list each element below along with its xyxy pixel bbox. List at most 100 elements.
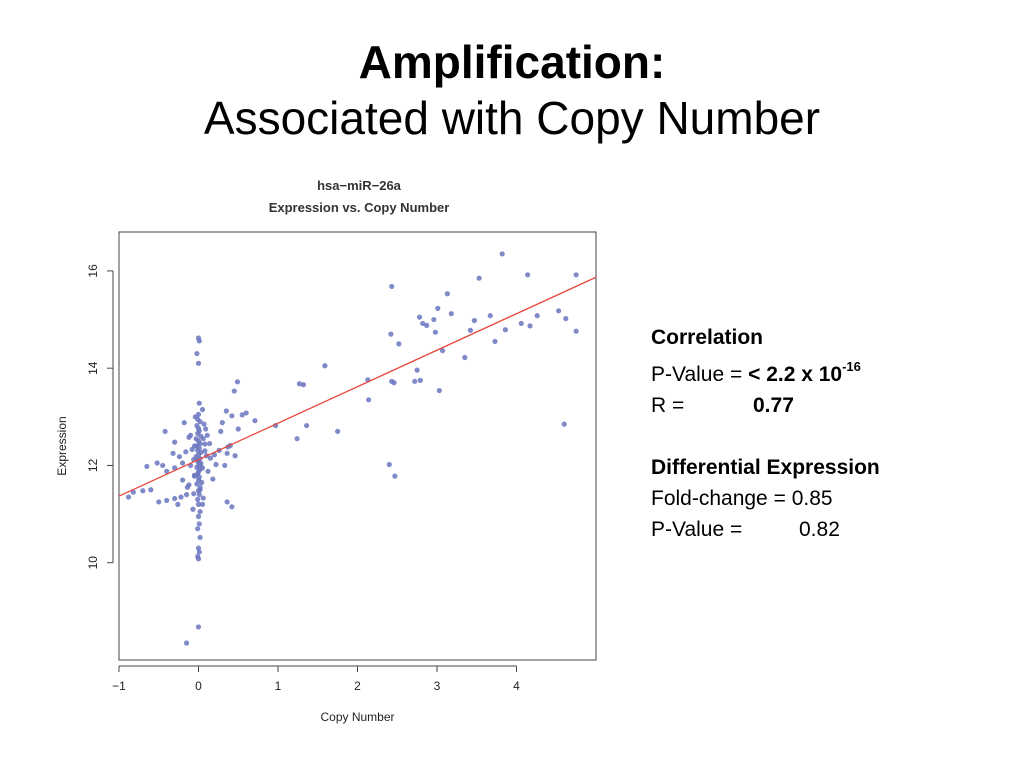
data-point [199, 465, 206, 471]
data-point [176, 454, 183, 460]
data-point [296, 381, 303, 387]
data-point [202, 441, 208, 447]
data-point [414, 367, 420, 373]
data-point [436, 387, 442, 394]
data-point [196, 549, 202, 555]
data-point [207, 455, 214, 461]
data-point [162, 428, 168, 435]
data-point [304, 422, 310, 429]
data-point [224, 450, 230, 456]
data-point [207, 440, 213, 447]
data-point [204, 432, 210, 438]
data-point [231, 388, 237, 394]
y-tick-label: 12 [86, 458, 100, 472]
data-point [432, 329, 439, 335]
regression-line [118, 276, 597, 497]
x-tick-label: −1 [112, 679, 126, 693]
data-point [195, 513, 202, 520]
data-point [222, 462, 228, 469]
data-point [195, 496, 201, 503]
correlation-r: R = 0.77 [651, 390, 880, 421]
data-point [125, 494, 132, 500]
data-point [213, 461, 219, 468]
data-point [573, 272, 579, 278]
data-point [195, 501, 202, 507]
data-point [172, 439, 178, 445]
data-point [435, 305, 441, 311]
data-point [180, 477, 186, 483]
data-point [471, 317, 477, 324]
data-point [224, 499, 230, 505]
data-point [195, 545, 202, 551]
data-point [499, 251, 505, 257]
data-point [392, 473, 398, 479]
data-point [195, 526, 201, 532]
data-point [199, 479, 205, 486]
data-point [448, 311, 454, 317]
data-point [191, 473, 198, 479]
data-point [229, 413, 235, 419]
data-point [525, 272, 531, 278]
data-point [197, 509, 203, 515]
slide-title: Amplification: Associated with Copy Numb… [0, 34, 1024, 146]
x-axis-label: Copy Number [320, 710, 394, 724]
data-point [148, 487, 154, 493]
data-point [366, 397, 372, 403]
data-point [156, 499, 162, 505]
data-point [178, 494, 184, 500]
data-point [184, 484, 190, 490]
data-point [412, 378, 418, 384]
chart-title: hsa−miR−26a [317, 178, 402, 193]
data-point [175, 501, 181, 507]
data-point [527, 323, 533, 329]
data-point [190, 506, 196, 512]
data-point [229, 504, 235, 510]
data-point [218, 428, 224, 435]
data-point [239, 412, 245, 418]
data-point [186, 434, 192, 440]
data-point [181, 420, 187, 426]
correlation-pvalue: P-Value = < 2.2 x 10-16 [651, 353, 880, 390]
data-point [563, 315, 569, 322]
data-point [194, 350, 200, 357]
chart-subtitle: Expression vs. Copy Number [269, 200, 450, 215]
data-point [462, 354, 468, 361]
data-point [203, 426, 209, 432]
data-point [223, 408, 229, 414]
data-point [196, 492, 202, 498]
data-point [294, 436, 300, 442]
data-point [386, 461, 392, 468]
data-point [197, 419, 203, 425]
data-point [194, 481, 200, 487]
data-point [210, 476, 216, 482]
data-point [130, 489, 136, 495]
data-point [154, 460, 160, 466]
data-point [144, 463, 150, 470]
data-point [197, 534, 203, 541]
x-tick-label: 2 [354, 679, 361, 693]
correlation-heading: Correlation [651, 326, 764, 349]
data-point [322, 363, 328, 369]
y-tick-label: 14 [86, 361, 100, 375]
data-point [232, 453, 238, 459]
y-tick-label: 10 [86, 556, 100, 570]
data-point [164, 497, 170, 504]
data-point [201, 421, 207, 427]
data-point [219, 420, 225, 426]
r-label: R = [651, 394, 685, 417]
data-point [140, 488, 146, 494]
data-point [502, 327, 508, 333]
data-point [195, 624, 202, 630]
fold-change: Fold-change = 0.85 [651, 483, 880, 514]
data-point [195, 556, 202, 562]
fold-value: 0.85 [791, 487, 833, 510]
data-point [416, 314, 423, 320]
data-point [191, 491, 197, 497]
data-point [476, 275, 482, 281]
data-point [200, 436, 206, 442]
data-point [196, 400, 202, 406]
data-point [183, 492, 190, 498]
pvalue2-value: 0.82 [799, 518, 840, 541]
data-point [180, 460, 186, 466]
data-point [396, 341, 402, 347]
